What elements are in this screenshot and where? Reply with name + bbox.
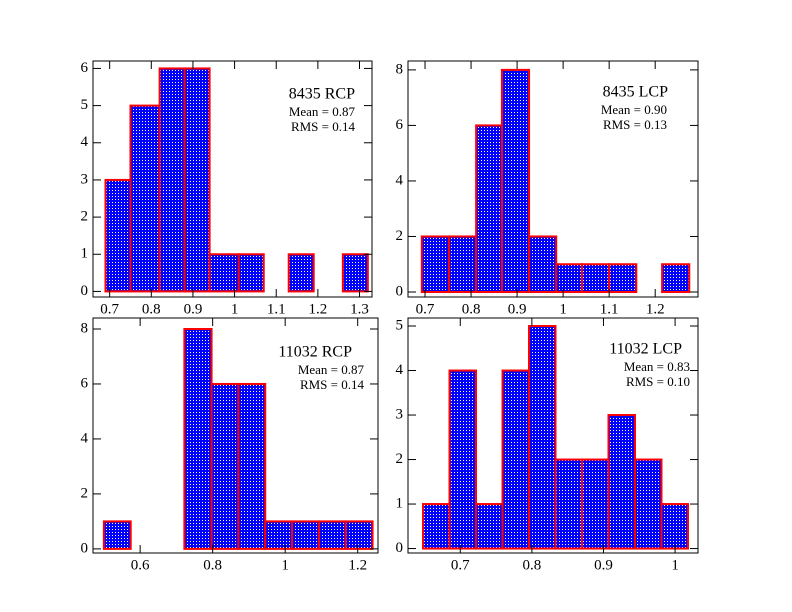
bar xyxy=(264,520,294,550)
y-tick-label: 6 xyxy=(396,117,404,133)
y-tick-label: 4 xyxy=(81,134,89,150)
bar xyxy=(528,235,558,294)
y-tick-label: 1 xyxy=(81,246,89,262)
x-tick-label: 0.7 xyxy=(451,557,470,573)
x-tick-label: 0.9 xyxy=(594,557,613,573)
bar xyxy=(317,520,347,550)
y-tick-label: 3 xyxy=(396,406,404,422)
x-tick-label: 0.7 xyxy=(100,301,119,317)
bar xyxy=(500,68,531,294)
y-tick-label: 2 xyxy=(81,209,89,225)
x-tick-label: 0.8 xyxy=(523,557,542,573)
x-tick-label: 0.6 xyxy=(131,557,150,573)
bar xyxy=(183,327,213,550)
bar xyxy=(102,520,132,550)
y-tick-label: 0 xyxy=(81,283,89,299)
x-tick-label: 1 xyxy=(671,557,679,573)
bar xyxy=(291,520,320,550)
bar xyxy=(608,263,638,294)
annotation: Mean = 0.90 xyxy=(601,102,667,117)
bar xyxy=(237,253,265,293)
bar xyxy=(555,263,584,294)
bar xyxy=(344,520,374,550)
x-tick-label: 1.1 xyxy=(267,301,286,317)
bar xyxy=(158,67,186,293)
x-tick-label: 0.9 xyxy=(184,301,203,317)
bar xyxy=(183,67,211,293)
bar xyxy=(661,263,691,294)
bar xyxy=(341,253,369,293)
bar xyxy=(475,503,504,550)
x-tick-label: 0.8 xyxy=(142,301,161,317)
y-tick-label: 0 xyxy=(81,540,89,556)
y-tick-label: 2 xyxy=(396,451,404,467)
bar xyxy=(420,235,450,294)
annotation: Mean = 0.83 xyxy=(624,359,690,374)
x-tick-label: 0.7 xyxy=(416,301,435,317)
y-tick-label: 8 xyxy=(396,61,404,77)
y-tick-label: 0 xyxy=(396,540,404,556)
y-tick-label: 5 xyxy=(396,317,404,333)
bar xyxy=(554,458,583,550)
bar xyxy=(104,178,132,293)
y-tick-label: 3 xyxy=(81,171,89,187)
x-tick-label: 1.2 xyxy=(646,301,665,317)
x-tick-label: 0.9 xyxy=(508,301,527,317)
x-tick-label: 1.1 xyxy=(600,301,619,317)
plot-frame xyxy=(407,60,699,298)
bar xyxy=(501,369,531,550)
x-tick-label: 0.8 xyxy=(462,301,481,317)
panel-title: 11032 LCP xyxy=(609,341,682,358)
bar xyxy=(208,253,240,293)
bar xyxy=(448,369,478,550)
y-tick-label: 6 xyxy=(81,375,89,391)
panel-title: 11032 RCP xyxy=(278,344,352,361)
bar xyxy=(129,104,161,293)
annotation: Mean = 0.87 xyxy=(289,104,356,119)
x-tick-label: 0.8 xyxy=(203,557,222,573)
annotation: RMS = 0.10 xyxy=(626,374,690,389)
y-tick-label: 1 xyxy=(396,495,404,511)
x-tick-label: 1 xyxy=(559,301,567,317)
annotation: RMS = 0.14 xyxy=(291,119,356,134)
x-tick-label: 1.3 xyxy=(350,301,369,317)
x-tick-label: 1.2 xyxy=(308,301,327,317)
annotation: Mean = 0.87 xyxy=(298,362,365,377)
plot-frame xyxy=(92,60,373,298)
bar xyxy=(210,382,240,550)
bar xyxy=(581,263,611,294)
x-tick-label: 1 xyxy=(281,557,289,573)
y-tick-label: 2 xyxy=(81,485,89,501)
y-tick-label: 0 xyxy=(396,283,404,299)
annotation: RMS = 0.13 xyxy=(603,117,667,132)
bar xyxy=(607,414,636,550)
y-tick-label: 8 xyxy=(81,320,89,336)
bar xyxy=(633,458,663,550)
plot-frame xyxy=(407,317,699,554)
bar xyxy=(528,325,557,550)
bar xyxy=(660,503,689,550)
annotation: RMS = 0.14 xyxy=(300,377,365,392)
y-tick-label: 4 xyxy=(396,362,404,378)
y-tick-label: 2 xyxy=(396,228,404,244)
bar xyxy=(475,124,503,294)
x-tick-label: 1 xyxy=(231,301,239,317)
plot-frame xyxy=(92,317,379,554)
x-tick-label: 1.2 xyxy=(348,557,367,573)
bar xyxy=(447,235,478,294)
y-tick-label: 5 xyxy=(81,97,89,113)
bar xyxy=(237,382,267,550)
bar xyxy=(581,458,610,550)
y-tick-label: 4 xyxy=(81,430,89,446)
bar xyxy=(287,253,315,293)
bar xyxy=(422,503,451,550)
y-tick-label: 6 xyxy=(81,60,89,76)
y-tick-label: 4 xyxy=(396,172,404,188)
panel-title: 8435 RCP xyxy=(289,86,355,103)
panel-title: 8435 LCP xyxy=(603,84,668,101)
